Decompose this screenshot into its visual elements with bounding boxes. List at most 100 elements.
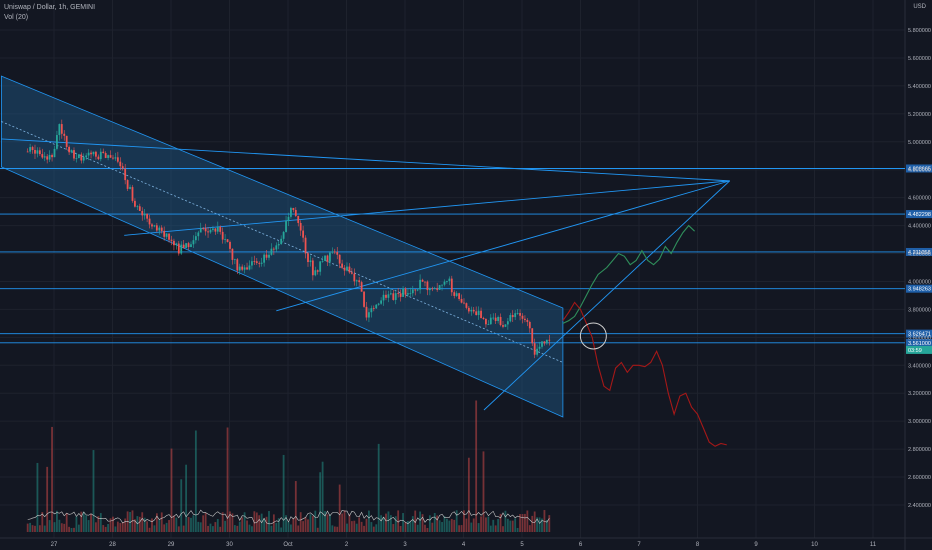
candle-body: [409, 293, 412, 295]
level-tag-1: [906, 210, 932, 219]
projection-paths: [562, 224, 727, 447]
candle-body: [477, 310, 480, 316]
candle-body: [343, 267, 346, 271]
volume-bar: [424, 524, 426, 532]
volume-indicator-label[interactable]: Vol (20): [4, 14, 29, 21]
volume-bar: [241, 517, 244, 532]
volume-bar: [51, 426, 53, 532]
candle-body: [333, 251, 336, 253]
volume-bar: [265, 516, 268, 532]
bullish-projection-path: [562, 224, 695, 324]
candle-body: [58, 124, 61, 136]
volume-bar: [363, 525, 365, 532]
candle-body: [541, 341, 543, 347]
candle-body: [326, 255, 329, 262]
candle-body: [38, 150, 41, 155]
candle-body: [224, 239, 227, 240]
volume-bar: [307, 519, 309, 532]
volume-bar: [229, 511, 231, 532]
volume-bar: [477, 523, 480, 532]
volume-bar: [226, 427, 229, 532]
candle-body: [151, 224, 153, 227]
candle-body: [443, 281, 446, 285]
volume-bar: [467, 457, 470, 532]
candle-body: [214, 228, 217, 232]
candle-body: [324, 255, 326, 261]
volume-bar: [441, 522, 443, 532]
volume-bar: [333, 526, 336, 532]
volume-bar: [70, 527, 73, 532]
volume-bar: [372, 526, 375, 532]
candle-body: [126, 180, 129, 189]
volume-bar: [387, 511, 390, 532]
volume-bar: [504, 510, 507, 532]
candle-body: [360, 282, 363, 292]
volume-bar: [238, 521, 241, 532]
candle-body: [492, 317, 495, 319]
candle-body: [212, 228, 214, 230]
candle-body: [165, 233, 168, 237]
volume-bar: [43, 525, 46, 532]
trend-line-0: [1, 138, 730, 182]
volume-bar: [165, 522, 168, 532]
volume-bar: [394, 516, 397, 532]
candle-body: [446, 281, 448, 282]
candle-body: [168, 233, 170, 240]
price-axis[interactable]: 5.800000 5.600000 5.400000 5.200000 5.000000…: [908, 28, 931, 509]
x-tick-label-4: Oct: [283, 542, 293, 548]
candle-body: [285, 220, 287, 232]
volume-bar: [194, 430, 197, 532]
candle-body: [275, 245, 278, 250]
volume-bar: [138, 516, 141, 532]
candle-body: [470, 309, 473, 312]
time-axis[interactable]: 27 28 29 30 Oct 2 3 4 5 6 7 8 9 10 11: [51, 542, 877, 548]
candlesticks: [26, 119, 551, 359]
candle-body: [175, 243, 178, 246]
volume-bar: [202, 515, 205, 532]
symbol-title[interactable]: Uniswap / Dollar, 1h, GEMINI: [4, 4, 96, 11]
candle-body: [341, 263, 344, 268]
candle-body: [207, 231, 209, 233]
candle-body: [146, 213, 149, 219]
candle-body: [453, 292, 456, 296]
volume-bar: [224, 520, 227, 532]
candle-body: [387, 294, 390, 298]
level-tag-4: [906, 329, 932, 338]
candle-body: [397, 293, 400, 294]
volume-bar: [75, 516, 78, 532]
candle-body: [99, 151, 102, 160]
candle-body: [414, 289, 417, 291]
y-tick-label-15: 2.800000: [908, 447, 931, 453]
candle-body: [51, 154, 53, 158]
volume-bar: [38, 525, 41, 532]
candle-body: [219, 226, 222, 232]
candle-body: [119, 161, 122, 167]
volume-bar: [63, 523, 66, 532]
bearish-projection-path: [562, 301, 727, 447]
level-tag-2: [906, 247, 932, 256]
candle-body: [43, 156, 46, 158]
volume-bar: [519, 514, 521, 532]
x-tick-label-1: 28: [109, 542, 116, 548]
volume-bar: [489, 525, 492, 532]
volume-bar: [275, 522, 278, 532]
volume-bar: [536, 517, 539, 532]
candle-body: [519, 313, 521, 316]
volume-bar: [119, 523, 122, 532]
candle-body: [480, 310, 482, 318]
volume-bar: [377, 443, 380, 532]
last-price-tag: [906, 345, 932, 354]
candle-body: [521, 315, 524, 319]
y-tick-label-14: 3.000000: [908, 419, 931, 425]
x-tick-label-6: 3: [403, 542, 407, 548]
candle-body: [407, 293, 409, 295]
candle-body: [394, 293, 397, 300]
volume-bar: [231, 513, 234, 532]
volume-bar: [285, 515, 287, 532]
volume-bar: [487, 516, 490, 532]
candle-body: [34, 150, 36, 154]
candle-body: [526, 319, 529, 322]
volume-bar: [433, 512, 436, 532]
